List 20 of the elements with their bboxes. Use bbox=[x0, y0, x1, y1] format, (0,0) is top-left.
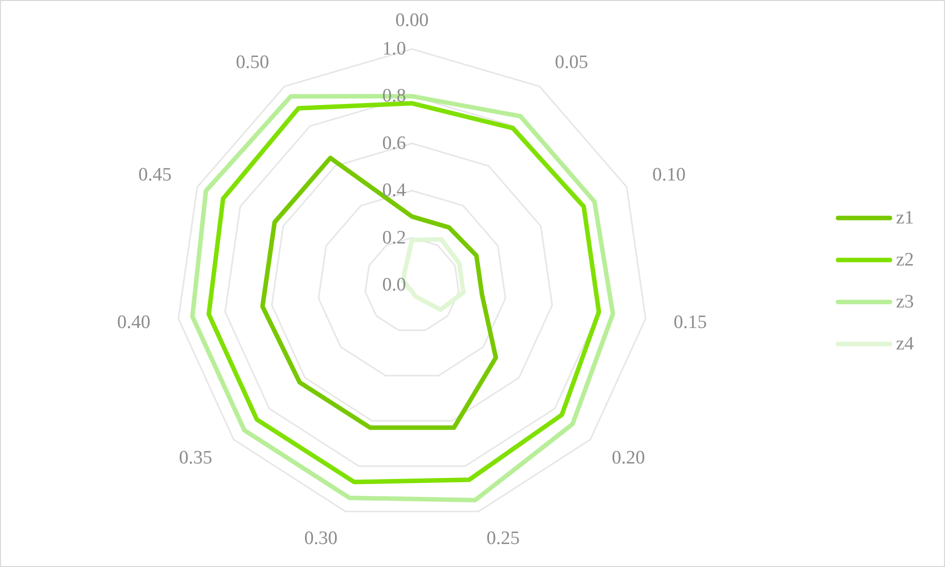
spoke-label: 0.05 bbox=[554, 52, 588, 74]
y-tick-label: 0.4 bbox=[382, 180, 406, 202]
spoke-label: 0.10 bbox=[652, 164, 686, 186]
y-tick-label: 0.6 bbox=[382, 132, 406, 154]
y-tick-label: 0.2 bbox=[382, 227, 406, 248]
spoke-label: 0.15 bbox=[674, 312, 707, 334]
spoke-label: 0.20 bbox=[612, 448, 646, 469]
legend-label: z1 bbox=[896, 208, 914, 228]
y-tick-label: 0.0 bbox=[382, 274, 406, 296]
spoke-label: 0.00 bbox=[395, 10, 429, 32]
y-tick-label: 1.0 bbox=[382, 38, 406, 60]
legend-label: z2 bbox=[896, 250, 914, 270]
spoke-label: 0.50 bbox=[236, 52, 270, 74]
legend-label: z4 bbox=[896, 334, 914, 354]
spoke-label: 0.25 bbox=[486, 528, 520, 550]
spoke-label: 0.35 bbox=[178, 448, 212, 469]
spoke-label: 0.40 bbox=[117, 312, 150, 334]
legend-label: z3 bbox=[896, 292, 914, 312]
spoke-label: 0.30 bbox=[304, 528, 338, 550]
spoke-label: 0.45 bbox=[138, 164, 172, 186]
